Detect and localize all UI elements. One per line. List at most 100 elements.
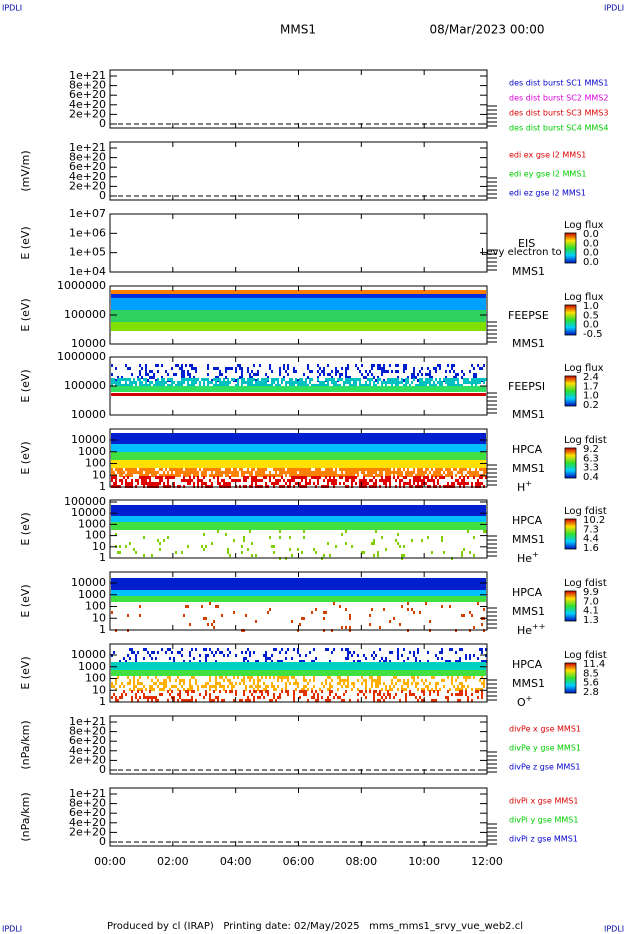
- spectrogram-pixel: [379, 676, 381, 679]
- spectrogram-pixel: [137, 479, 139, 482]
- spectrogram-pixel: [347, 651, 349, 654]
- spectrogram-pixel: [215, 682, 217, 685]
- spectrogram-pixel: [201, 685, 203, 688]
- spectrogram-pixel: [331, 370, 333, 373]
- spectrogram-pixel: [339, 605, 341, 608]
- spectrogram-pixel: [477, 602, 479, 605]
- spectrogram-pixel: [397, 648, 399, 651]
- spectrogram-pixel: [221, 384, 223, 387]
- spectrogram-pixel: [485, 471, 487, 474]
- spectrogram-pixel: [259, 685, 261, 688]
- spectrogram-pixel: [291, 474, 293, 477]
- spectrogram-pixel: [393, 685, 395, 688]
- x-tick-label: 00:00: [94, 855, 126, 868]
- spectrogram-pixel: [205, 685, 207, 688]
- spectrogram-pixel: [285, 474, 287, 477]
- colorbar-tick-label: 3.3: [583, 463, 599, 474]
- y-tick-label: 100: [85, 529, 106, 542]
- spectrogram-pixel: [329, 378, 331, 381]
- spectrogram-pixel: [159, 682, 161, 685]
- spectrogram-pixel: [243, 471, 245, 474]
- spectrogram-pixel: [123, 685, 125, 688]
- spectrogram-pixel: [167, 536, 169, 539]
- spectrogram-pixel: [429, 376, 431, 379]
- spectrogram-pixel: [137, 471, 139, 474]
- spectrogram-pixel: [361, 468, 363, 471]
- spectrogram-pixel: [193, 468, 195, 471]
- spectrogram-pixel: [455, 384, 457, 387]
- spectrogram-pixel: [385, 476, 387, 479]
- spectrogram-pixel: [165, 381, 167, 384]
- spectrogram-pixel: [423, 688, 425, 691]
- spectrogram-pixel: [333, 474, 335, 477]
- spectrogram-pixel: [253, 688, 255, 691]
- spectrogram-pixel: [405, 682, 407, 685]
- spectrogram-pixel: [383, 367, 385, 370]
- spectrogram-pixel: [373, 539, 375, 542]
- spectrogram-band: [111, 298, 486, 310]
- spectrogram-pixel: [117, 378, 119, 381]
- spectrogram-pixel: [191, 378, 193, 381]
- spectrogram-pixel: [447, 676, 449, 679]
- spectrogram-pixel: [113, 685, 115, 688]
- spectrogram-pixel: [483, 381, 485, 384]
- spectrogram-pixel: [401, 479, 403, 482]
- spectrogram-pixel: [185, 605, 187, 608]
- spectrogram-pixel: [187, 545, 189, 548]
- y-tick-label: 10000: [71, 506, 106, 519]
- spectrogram-pixel: [319, 474, 321, 477]
- spectrogram-pixel: [251, 542, 253, 545]
- spectrogram-pixel: [405, 378, 407, 381]
- spectrogram-pixel: [279, 373, 281, 376]
- spectrogram-pixel: [353, 381, 355, 384]
- spectrogram-pixel: [467, 476, 469, 479]
- spectrogram-pixel: [217, 530, 219, 533]
- spectrogram-pixel: [289, 471, 291, 474]
- spectrogram-pixel: [215, 660, 217, 663]
- spectrogram-pixel: [117, 468, 119, 471]
- spectrogram-pixel: [255, 476, 257, 479]
- spectrogram-pixel: [253, 651, 255, 654]
- spectrogram-pixel: [301, 471, 303, 474]
- spectrogram-pixel: [321, 682, 323, 685]
- spectrogram-pixel: [461, 370, 463, 373]
- spectrogram-pixel: [341, 471, 343, 474]
- spectrogram-pixel: [203, 548, 205, 551]
- spectrogram-pixel: [239, 699, 241, 702]
- spectrogram-pixel: [241, 370, 243, 373]
- spectrogram-pixel: [361, 364, 363, 367]
- spectrogram-pixel: [135, 693, 137, 696]
- spectrogram-pixel: [243, 693, 245, 696]
- spectrogram-pixel: [283, 367, 285, 370]
- spectrogram-pixel: [159, 482, 161, 485]
- spectrogram-pixel: [327, 648, 329, 651]
- spectrogram-pixel: [175, 471, 177, 474]
- spectrogram-pixel: [285, 690, 287, 693]
- spectrogram-pixel: [139, 605, 141, 608]
- spectrogram-pixel: [477, 690, 479, 693]
- spectrogram-pixel: [385, 548, 387, 551]
- spectrogram-pixel: [155, 657, 157, 660]
- spectrogram-pixel: [241, 468, 243, 471]
- spectrogram-pixel: [317, 378, 319, 381]
- spectrogram-band: [111, 452, 486, 460]
- spectrogram-pixel: [219, 690, 221, 693]
- spectrogram-pixel: [207, 682, 209, 685]
- spectrogram-pixel: [287, 679, 289, 682]
- colorbar-tick-label: 0.0: [583, 229, 599, 240]
- spectrogram-pixel: [159, 381, 161, 384]
- spectrogram-pixel: [381, 367, 383, 370]
- spectrogram-pixel: [323, 373, 325, 376]
- spectrogram-pixel: [305, 479, 307, 482]
- spectrogram-pixel: [135, 654, 137, 657]
- spectrogram-pixel: [211, 474, 213, 477]
- spectrogram-pixel: [241, 373, 243, 376]
- colorbar-tick-label: 1.6: [583, 543, 599, 554]
- spectrogram-pixel: [449, 605, 451, 608]
- spectrogram-pixel: [371, 682, 373, 685]
- spectrogram-pixel: [427, 378, 429, 381]
- spectrogram-pixel: [425, 471, 427, 474]
- spectrogram-pixel: [113, 693, 115, 696]
- spectrogram-pixel: [405, 688, 407, 691]
- spectrogram-pixel: [273, 468, 275, 471]
